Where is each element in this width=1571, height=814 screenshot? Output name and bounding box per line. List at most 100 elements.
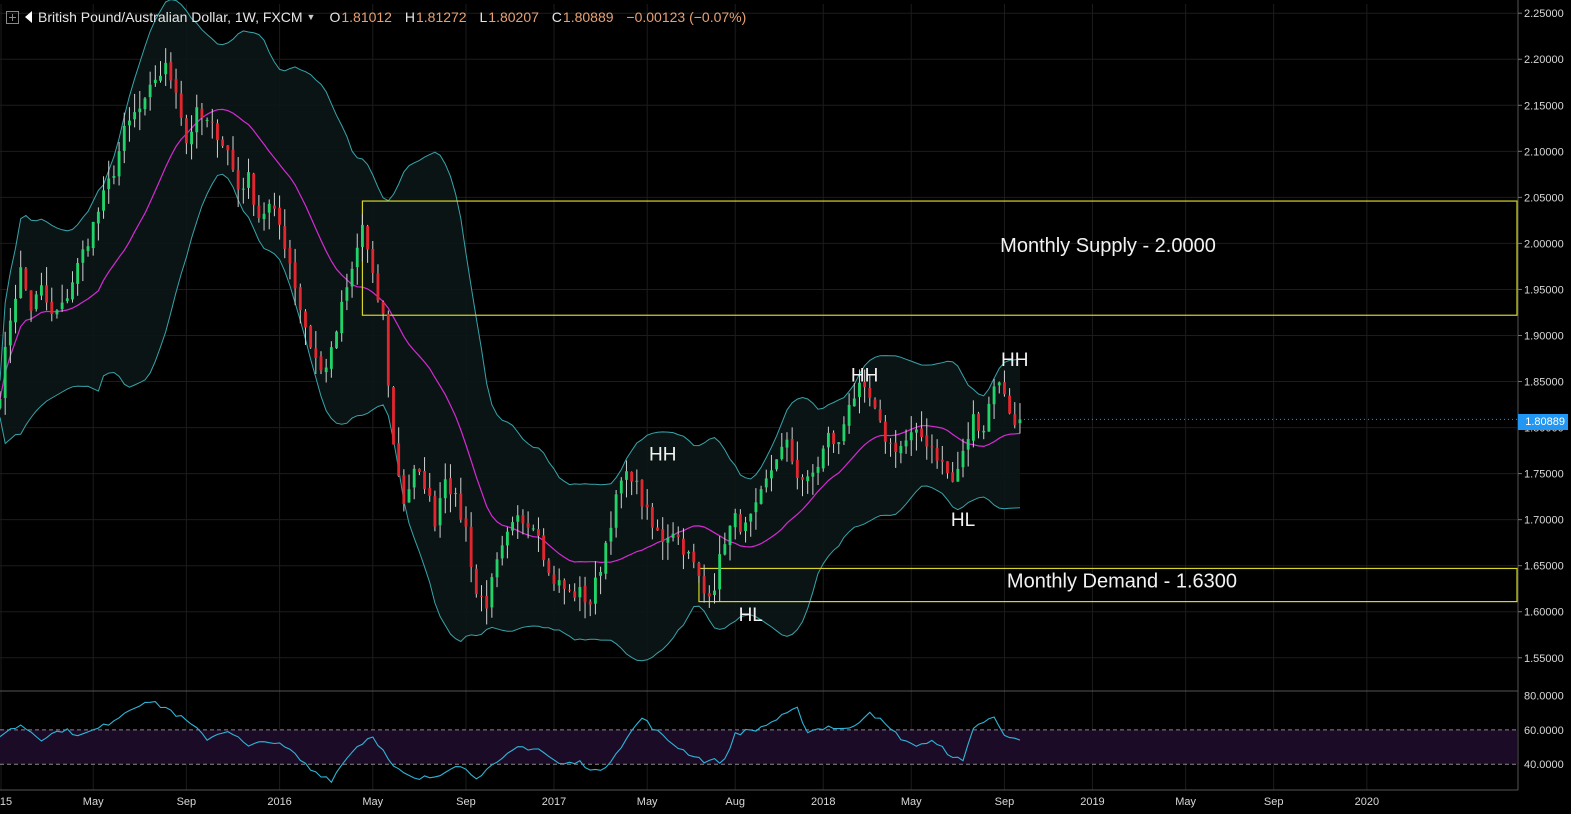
candle-body [842, 424, 846, 442]
last-price-tag: 1.80889 [1518, 414, 1568, 430]
candle-body [645, 504, 649, 508]
candle-body [184, 118, 188, 144]
higher-high-label: HH [1001, 350, 1028, 371]
candle-body [24, 268, 28, 289]
candle-body [376, 273, 380, 301]
candle-body [656, 527, 659, 531]
candle-body [345, 287, 349, 301]
candle-body [164, 62, 168, 75]
candle-body [728, 525, 732, 545]
close-value: 1.80889 [562, 9, 614, 25]
candle-body [397, 443, 401, 477]
candle-body [454, 493, 458, 495]
candle-body [552, 574, 556, 584]
candle-body [210, 121, 214, 123]
candle-body [609, 527, 613, 542]
candle-body [723, 544, 727, 555]
candle-body [205, 119, 209, 121]
higher-low-label: HL [951, 510, 975, 531]
candle-body [407, 489, 411, 503]
candle-body [490, 577, 494, 608]
candle-body [480, 595, 483, 597]
candle-body [946, 461, 949, 474]
candle-body [335, 331, 338, 349]
candle-body [837, 442, 841, 445]
rsi-pane [0, 701, 1517, 784]
candle-body [811, 472, 815, 477]
candle-body [190, 131, 193, 145]
candle-body [96, 211, 100, 224]
candle-body [423, 471, 426, 490]
candle-body [583, 585, 587, 603]
candle-body [252, 173, 256, 205]
low-label: L [479, 9, 488, 25]
candle-body [785, 439, 789, 448]
chevron-down-icon[interactable]: ▼ [306, 12, 316, 22]
candle-body [402, 475, 406, 505]
candle-body [329, 347, 333, 369]
square-plus-icon[interactable] [6, 10, 19, 24]
candle-body [3, 346, 7, 399]
candle-body [50, 301, 54, 315]
candle-body [635, 480, 639, 482]
candle-body [216, 123, 219, 141]
candle-body [516, 515, 520, 522]
candle-body [148, 84, 152, 98]
candle-body [340, 301, 344, 334]
candle-body [236, 170, 240, 190]
time-tick-label: May [362, 796, 383, 808]
candle-body [526, 523, 530, 528]
candle-body [940, 459, 944, 462]
candle-body [795, 459, 799, 479]
candle-body [412, 468, 416, 488]
candle-body [935, 448, 939, 461]
candle-body [707, 593, 711, 597]
close-label: C [551, 9, 562, 25]
candle-body [790, 439, 794, 462]
symbol-title[interactable]: British Pound/Australian Dollar, 1W, FXC… [38, 9, 303, 25]
candle-body [128, 120, 131, 126]
candle-body [562, 580, 566, 589]
candle-body [262, 213, 266, 220]
higher-high-label: HH [649, 445, 676, 466]
candle-body [682, 538, 685, 555]
candle-body [1013, 414, 1017, 425]
candle-body [371, 248, 375, 273]
candle-body [221, 139, 225, 146]
candle-body [417, 468, 421, 472]
candle-body [521, 515, 525, 524]
candle-body [914, 429, 918, 433]
low-value: 1.80207 [488, 9, 539, 25]
rsi-tick-label: 40.0000 [1524, 759, 1564, 771]
price-tick-label: 2.20000 [1524, 54, 1564, 66]
candle-body [500, 545, 504, 559]
candle-body [537, 529, 540, 536]
candle-body [102, 190, 105, 211]
candle-body [619, 480, 623, 494]
candle-body [573, 591, 577, 598]
chart-header: British Pound/Australian Dollar, 1W, FXC… [0, 0, 755, 34]
price-tick-label: 1.55000 [1524, 653, 1564, 665]
candle-body [39, 285, 43, 296]
time-tick-label: 2018 [811, 796, 835, 808]
candle-body [630, 471, 634, 482]
time-tick-label: 2020 [1355, 796, 1379, 808]
open-label: O [329, 9, 341, 25]
time-tick-label: 15 [0, 796, 12, 808]
higher-high-label: HH [851, 366, 878, 387]
candle-body [578, 586, 582, 598]
swing-annotations: HH HL HH HL HH [649, 350, 1029, 626]
candle-body [179, 93, 183, 118]
candle-body [55, 310, 59, 315]
candle-body [257, 205, 261, 219]
candle-body [174, 79, 178, 93]
candle-body [713, 590, 716, 595]
candle-body [806, 476, 810, 482]
supply-demand-zones: Monthly Supply - 2.0000 Monthly Demand - … [361, 200, 1518, 603]
candle-body [309, 325, 313, 348]
candle-body [19, 267, 23, 299]
candle-body [614, 494, 618, 528]
candle-body [474, 568, 478, 595]
candle-body [920, 428, 924, 438]
